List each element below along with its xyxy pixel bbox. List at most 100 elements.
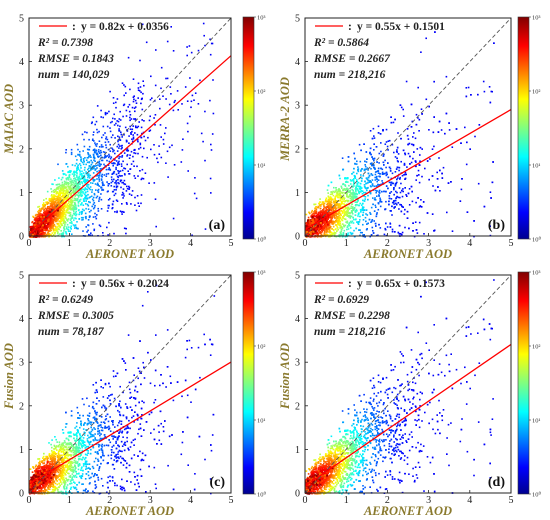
- density-cell: [365, 228, 368, 231]
- density-cell: [52, 225, 54, 227]
- density-cell: [413, 151, 415, 153]
- density-cell: [137, 140, 139, 143]
- density-cell: [60, 224, 63, 227]
- density-cell: [81, 170, 83, 173]
- density-cell: [104, 154, 106, 157]
- density-cell: [43, 214, 45, 217]
- density-cell: [34, 217, 36, 219]
- density-cell: [491, 181, 494, 184]
- density-cell: [54, 233, 56, 235]
- density-cell: [46, 224, 49, 227]
- density-cell: [193, 192, 196, 195]
- density-cell: [114, 182, 116, 184]
- density-cell: [372, 158, 374, 160]
- density-cell: [75, 217, 77, 220]
- density-cell: [90, 122, 93, 125]
- density-cell: [137, 152, 139, 155]
- density-cell: [51, 222, 54, 225]
- density-cell: [96, 170, 98, 173]
- density-cell: [129, 88, 131, 91]
- density-cell: [89, 186, 92, 188]
- density-cell: [121, 181, 123, 184]
- density-cell: [415, 201, 417, 204]
- density-cell: [421, 113, 423, 115]
- density-cell: [136, 165, 138, 168]
- density-cell: [44, 212, 47, 214]
- density-cell: [204, 44, 206, 47]
- density-cell: [102, 134, 105, 136]
- density-cell: [117, 176, 120, 179]
- density-cell: [77, 178, 80, 181]
- density-cell: [319, 228, 321, 231]
- density-cell: [74, 180, 77, 183]
- density-cell: [361, 202, 364, 205]
- density-cell: [338, 211, 341, 213]
- density-cell: [340, 230, 343, 233]
- density-cell: [130, 203, 132, 205]
- density-cell: [134, 196, 136, 199]
- density-cell: [70, 221, 73, 223]
- density-cell: [50, 234, 52, 236]
- density-cell: [351, 220, 354, 222]
- density-cell: [101, 167, 103, 170]
- density-cell: [116, 163, 119, 166]
- density-cell: [350, 207, 352, 209]
- density-cell: [377, 125, 380, 128]
- density-cell: [86, 148, 89, 151]
- density-cell: [51, 200, 54, 203]
- density-cell: [77, 184, 79, 187]
- density-cell: [115, 122, 117, 125]
- density-cell: [137, 87, 140, 89]
- density-cell: [160, 87, 162, 90]
- density-cell: [112, 148, 114, 151]
- density-cell: [383, 233, 386, 236]
- density-cell: [75, 187, 77, 189]
- density-cell: [38, 205, 41, 208]
- density-cell: [364, 165, 367, 168]
- density-cell: [120, 148, 123, 150]
- density-cell: [212, 112, 215, 115]
- density-cell: [82, 230, 84, 232]
- density-cell: [87, 176, 89, 179]
- density-cell: [139, 170, 141, 172]
- density-cell: [69, 170, 72, 172]
- density-cell: [113, 189, 116, 191]
- density-cell: [110, 181, 113, 184]
- density-cell: [116, 150, 119, 152]
- density-cell: [87, 193, 89, 196]
- density-cell: [402, 115, 405, 117]
- density-cell: [73, 175, 75, 177]
- density-cell: [60, 220, 62, 223]
- density-cell: [353, 218, 355, 221]
- density-cell: [71, 164, 74, 166]
- density-cell: [170, 93, 172, 95]
- density-cell: [396, 160, 399, 162]
- density-cell: [73, 197, 76, 200]
- density-cell: [377, 170, 380, 172]
- density-cell: [330, 191, 332, 193]
- density-cell: [78, 153, 81, 156]
- density-cell: [315, 207, 317, 210]
- density-cell: [60, 216, 62, 219]
- density-cell: [85, 203, 87, 205]
- density-cell: [395, 150, 398, 153]
- density-cell: [45, 210, 48, 212]
- density-cell: [35, 224, 38, 227]
- density-cell: [400, 204, 402, 206]
- density-cell: [100, 116, 102, 118]
- density-cell: [65, 201, 67, 204]
- density-cell: [149, 129, 152, 132]
- density-cell: [349, 227, 352, 229]
- density-cell: [98, 140, 101, 142]
- density-cell: [399, 104, 402, 106]
- density-cell: [115, 181, 117, 184]
- density-cell: [52, 200, 55, 202]
- density-cell: [132, 125, 134, 127]
- density-cell: [118, 170, 120, 173]
- density-cell: [136, 133, 139, 136]
- density-cell: [102, 116, 104, 119]
- density-cell: [363, 169, 366, 172]
- density-cell: [420, 206, 423, 208]
- density-cell: [94, 150, 96, 153]
- density-cell: [105, 136, 108, 138]
